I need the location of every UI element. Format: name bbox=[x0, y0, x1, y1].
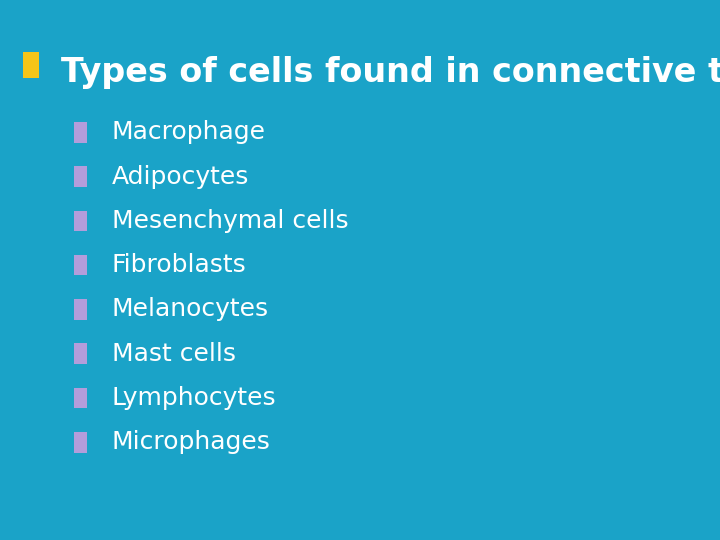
Text: Mesenchymal cells: Mesenchymal cells bbox=[112, 209, 348, 233]
FancyBboxPatch shape bbox=[74, 255, 87, 275]
Text: Macrophage: Macrophage bbox=[112, 120, 266, 144]
Text: Fibroblasts: Fibroblasts bbox=[112, 253, 246, 277]
Text: Types of cells found in connective tissue:: Types of cells found in connective tissu… bbox=[61, 56, 720, 90]
FancyBboxPatch shape bbox=[74, 388, 87, 408]
Text: Mast cells: Mast cells bbox=[112, 342, 235, 366]
FancyBboxPatch shape bbox=[23, 52, 39, 78]
FancyBboxPatch shape bbox=[74, 166, 87, 187]
FancyBboxPatch shape bbox=[74, 122, 87, 143]
FancyBboxPatch shape bbox=[74, 299, 87, 320]
Text: Microphages: Microphages bbox=[112, 430, 271, 454]
Text: Melanocytes: Melanocytes bbox=[112, 298, 269, 321]
FancyBboxPatch shape bbox=[74, 432, 87, 453]
FancyBboxPatch shape bbox=[74, 211, 87, 231]
Text: Adipocytes: Adipocytes bbox=[112, 165, 249, 188]
Text: Lymphocytes: Lymphocytes bbox=[112, 386, 276, 410]
FancyBboxPatch shape bbox=[74, 343, 87, 364]
